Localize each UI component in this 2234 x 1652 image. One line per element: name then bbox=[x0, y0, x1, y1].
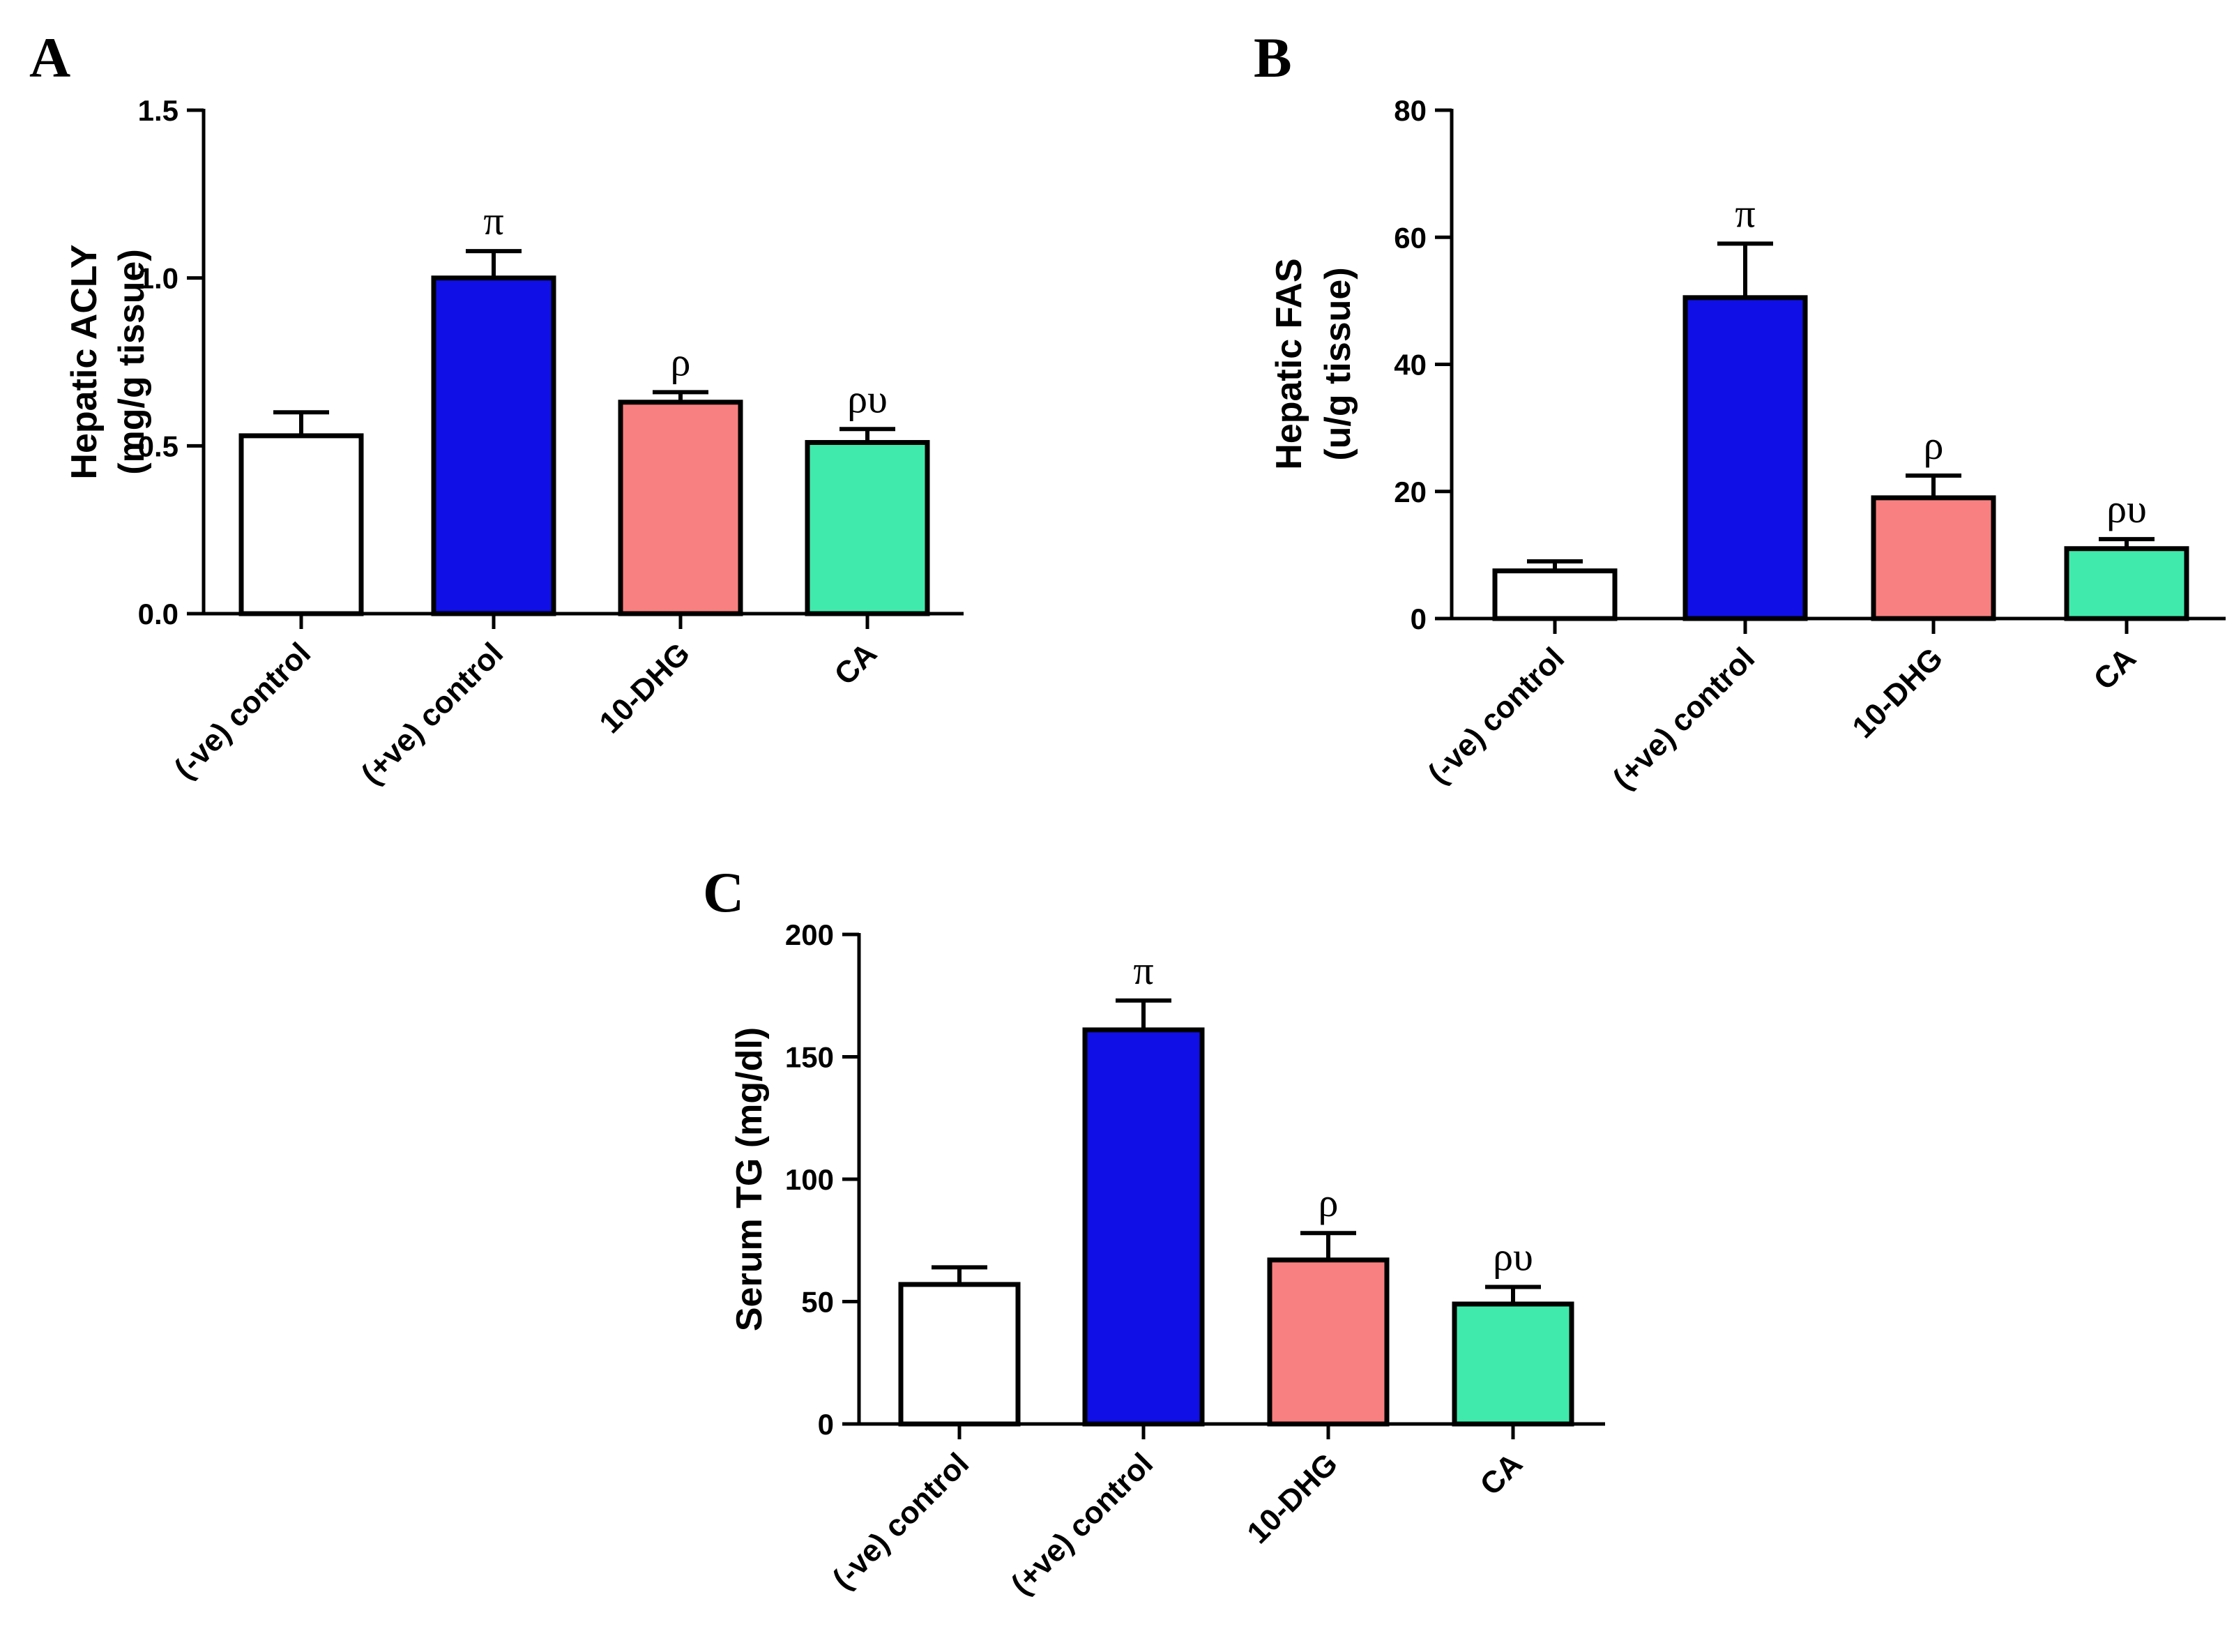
y-tick-label: 200 bbox=[785, 918, 834, 951]
panel-c: C Serum TG (mg/dl) 0 50 100 150 200 (-ve) contr… bbox=[703, 861, 1605, 1602]
bar-ca bbox=[2064, 546, 2189, 621]
category-label: 10-DHG bbox=[593, 636, 697, 740]
y-tick-label: 150 bbox=[785, 1041, 834, 1074]
panel-a: A Hepatic ACLY (mg/g tissue) 0.0 0.5 1.0 1.5 (-… bbox=[29, 26, 964, 791]
category-label: 10-DHG bbox=[1846, 641, 1950, 745]
bar-10-dhg bbox=[618, 400, 743, 616]
significance-label: ρυ bbox=[2106, 486, 2147, 531]
bar-ca bbox=[1452, 1301, 1574, 1427]
y-axis-title: Serum TG (mg/dl) bbox=[729, 1027, 770, 1331]
bar-10-dhg bbox=[1267, 1257, 1390, 1427]
y-tick-label: 40 bbox=[1394, 349, 1427, 381]
bar-ve-control bbox=[431, 275, 556, 616]
bar-10-dhg bbox=[1871, 495, 1996, 621]
category-label: (+ve) control bbox=[1005, 1446, 1160, 1601]
significance-label: ρ bbox=[1924, 423, 1944, 468]
y-tick-label: 0 bbox=[818, 1408, 834, 1441]
significance-label: ρυ bbox=[1493, 1234, 1533, 1279]
category-label: CA bbox=[2087, 641, 2143, 697]
bar-ve-control bbox=[1682, 295, 1808, 621]
significance-label: π bbox=[1735, 190, 1755, 236]
significance-label: ρ bbox=[1319, 1180, 1339, 1225]
significance-label: π bbox=[483, 198, 503, 243]
category-label: (-ve) control bbox=[826, 1446, 975, 1596]
y-tick-label: 60 bbox=[1394, 221, 1427, 254]
panel-b: B Hepatic FAS (u/g tissue) 0 20 40 60 80 (-ve) c… bbox=[1254, 26, 2226, 796]
y-tick-label: 80 bbox=[1394, 94, 1427, 127]
y-tick-label: 100 bbox=[785, 1163, 834, 1196]
bar-ve-control bbox=[1082, 1027, 1205, 1427]
y-axis-title: (u/g tissue) bbox=[1318, 267, 1358, 460]
category-label: CA bbox=[828, 636, 883, 692]
significance-label: ρυ bbox=[847, 376, 888, 421]
bar-ve-control bbox=[1492, 568, 1618, 621]
y-tick-label: 20 bbox=[1394, 476, 1427, 508]
significance-label: ρ bbox=[671, 339, 691, 384]
y-axis-title: Hepatic FAS bbox=[1269, 258, 1309, 469]
y-tick-label: 50 bbox=[801, 1286, 834, 1319]
y-tick-label: 0.0 bbox=[138, 598, 178, 630]
y-axis-title: Hepatic ACLY bbox=[64, 244, 105, 479]
bar-ve-control bbox=[238, 433, 364, 616]
y-tick-label: 0 bbox=[1411, 603, 1427, 635]
category-label: 10-DHG bbox=[1240, 1446, 1344, 1550]
y-axis-title: (mg/g tissue) bbox=[112, 249, 152, 475]
significance-label: π bbox=[1133, 948, 1153, 993]
panel-letter: C bbox=[703, 861, 744, 924]
y-tick-label: 1.0 bbox=[138, 262, 178, 295]
category-label: (-ve) control bbox=[168, 636, 317, 785]
category-label: (+ve) control bbox=[355, 636, 510, 791]
bar-ve-control bbox=[898, 1282, 1021, 1427]
y-tick-label: 0.5 bbox=[138, 430, 178, 462]
category-label: CA bbox=[1473, 1446, 1529, 1502]
bar-ca bbox=[805, 440, 930, 616]
category-label: (-ve) control bbox=[1422, 641, 1571, 790]
panel-letter: B bbox=[1254, 26, 1292, 89]
panel-letter: A bbox=[29, 26, 70, 89]
y-tick-label: 1.5 bbox=[138, 94, 178, 127]
category-label: (+ve) control bbox=[1606, 641, 1761, 796]
